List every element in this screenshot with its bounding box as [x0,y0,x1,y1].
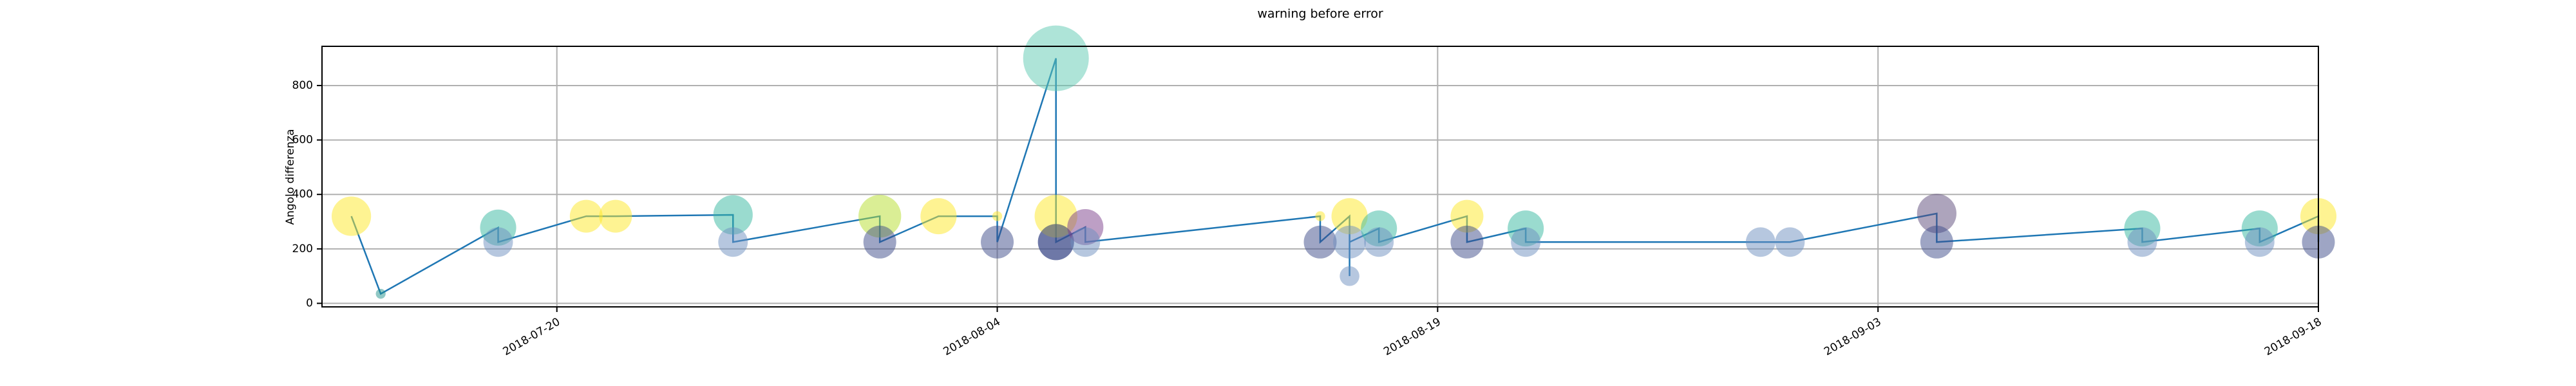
data-line [350,58,2320,295]
x-tick-label: 2018-08-04 [941,315,1003,358]
x-tick-label: 2018-07-20 [501,315,563,358]
bubble [2127,227,2157,257]
x-tick-label: 2018-08-19 [1381,315,1443,358]
plot-frame [321,46,2319,308]
bubble [1450,225,1484,259]
bubble [1745,227,1776,257]
x-tick-label: 2018-09-03 [1822,315,1884,358]
bubble [331,196,372,236]
bubble [1340,266,1359,286]
bubble [1775,227,1805,257]
bubble [599,199,632,233]
x-tick-label: 2018-09-18 [2262,315,2324,358]
bubble [1917,194,1956,234]
y-tick-label: 400 [292,188,313,201]
y-axis-label: Angolo differenza [284,129,297,225]
bubble [863,225,896,259]
bubble [1331,198,1368,235]
bubble [1303,225,1337,259]
bubble [1034,194,1077,238]
bubble [981,225,1014,259]
bubble [1511,227,1541,257]
bubble [569,199,603,233]
y-tick-label: 800 [292,79,313,92]
bubble [1315,211,1325,221]
bubble [713,195,753,235]
bubble [920,198,957,235]
bubble [992,211,1003,221]
y-tick-label: 200 [292,243,313,255]
bubble [1333,225,1367,259]
bubble [2244,227,2275,257]
bubble [1070,227,1101,257]
bubble [1920,225,1953,259]
bubble [1450,199,1484,233]
bubble [1037,224,1074,261]
bubble [375,289,386,299]
bubble [1023,25,1089,91]
y-tick-label: 600 [292,134,313,147]
y-tick-label: 0 [306,297,313,309]
bubble [483,227,513,257]
chart-title: warning before error [1257,7,1383,21]
bubble [858,194,902,238]
bubble [1364,227,1394,257]
bubble [718,227,748,257]
